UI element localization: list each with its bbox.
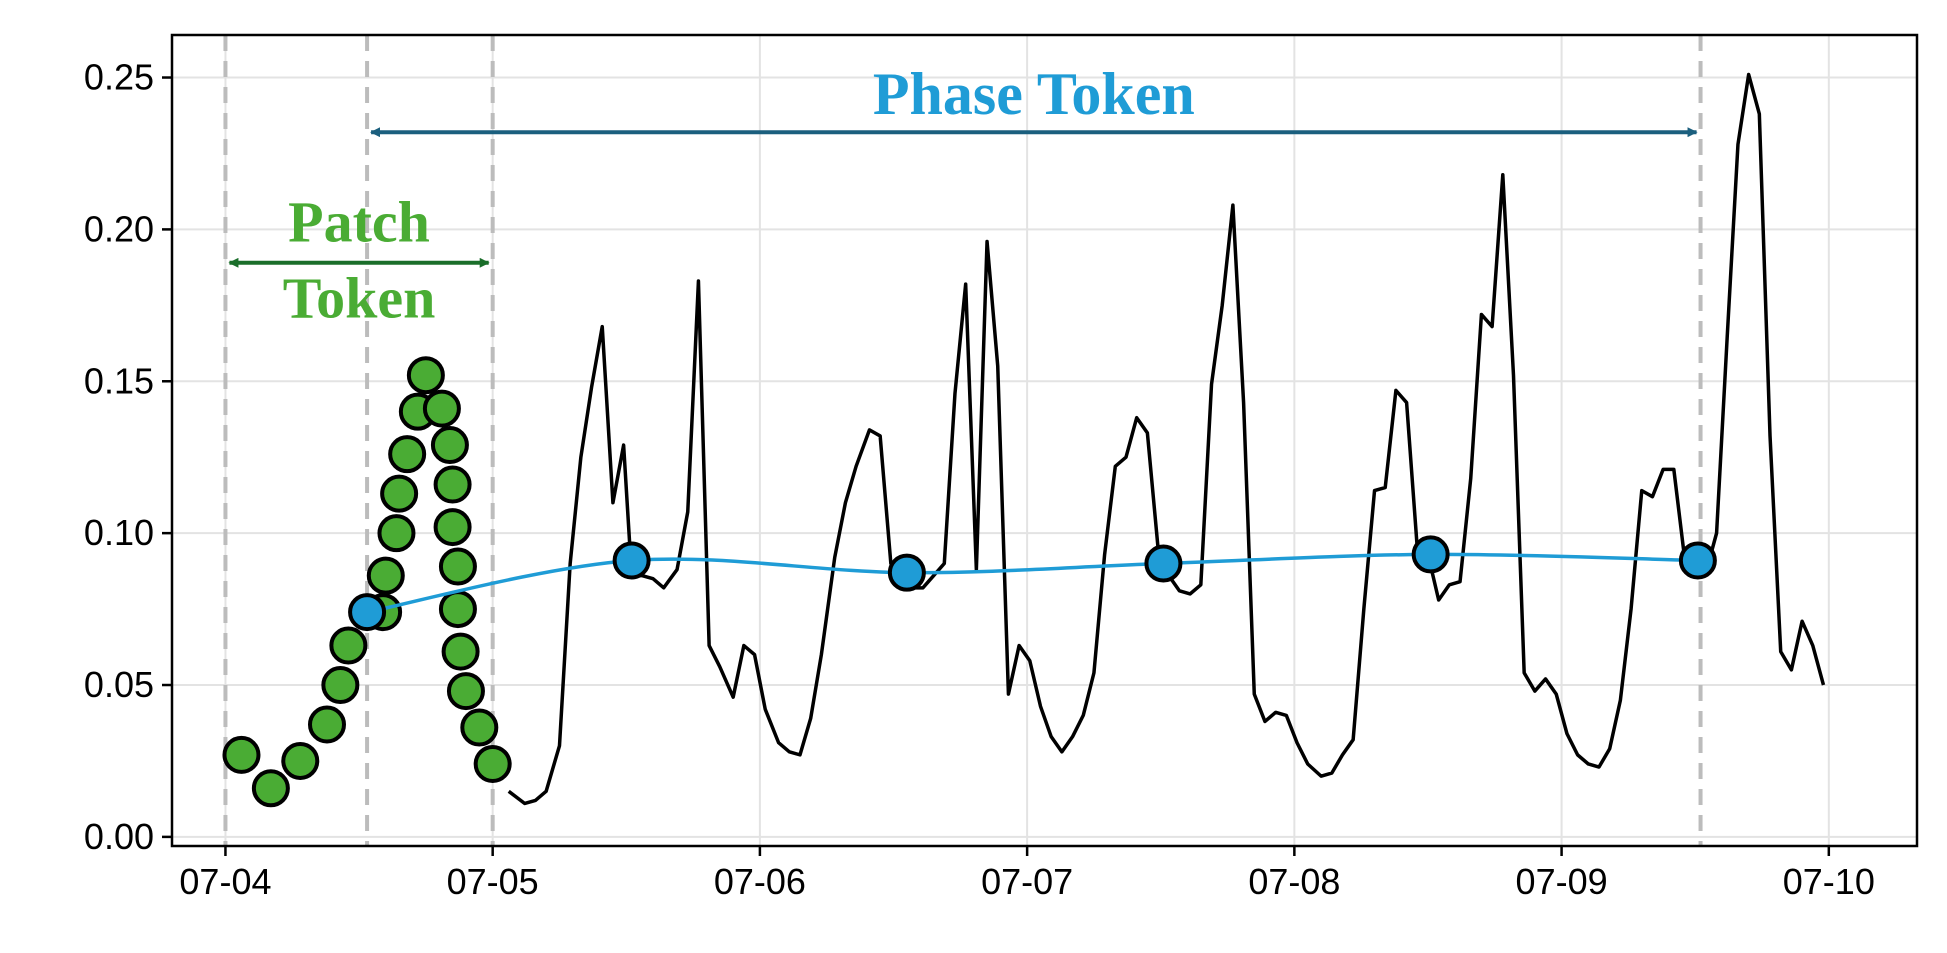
x-tick-label: 07-04 xyxy=(179,861,271,902)
phase-point xyxy=(1411,535,1450,574)
y-tick-label: 0.05 xyxy=(84,664,154,705)
grid xyxy=(172,35,1917,846)
x-axis: 07-04 07-05 07-06 07-07 07-08 07-09 07-10 xyxy=(179,846,1875,902)
patch-point xyxy=(430,426,469,465)
phase-token-label: Phase Token xyxy=(873,61,1195,127)
patch-point xyxy=(281,741,320,780)
y-tick-label: 0.15 xyxy=(84,360,154,401)
x-tick-label: 07-10 xyxy=(1783,861,1875,902)
x-tick-label: 07-09 xyxy=(1516,861,1608,902)
x-tick-label: 07-06 xyxy=(714,861,806,902)
patch-token-label-line1: Patch xyxy=(288,190,430,255)
patch-point xyxy=(441,632,480,671)
phase-point xyxy=(612,541,651,580)
patch-point xyxy=(307,705,346,744)
patch-point xyxy=(438,590,477,629)
phase-point xyxy=(1678,541,1717,580)
patch-point xyxy=(438,547,477,586)
x-tick-label: 07-05 xyxy=(447,861,539,902)
x-tick-label: 07-08 xyxy=(1248,861,1340,902)
plot-frame xyxy=(170,33,1919,848)
phase-point xyxy=(887,553,926,592)
x-tick-label: 07-07 xyxy=(981,861,1073,902)
patch-point xyxy=(446,672,485,711)
annotations: Patch Token Phase Token xyxy=(228,61,1698,330)
y-tick-label: 0.20 xyxy=(84,208,154,249)
patch-point xyxy=(422,389,461,428)
y-tick-label: 0.25 xyxy=(84,57,154,98)
patch-point xyxy=(406,356,445,395)
patch-point xyxy=(433,465,472,504)
phase-point xyxy=(348,593,387,632)
patch-point xyxy=(380,474,419,513)
patch-point xyxy=(433,508,472,547)
phase-point xyxy=(1144,544,1183,583)
patch-point xyxy=(251,769,290,808)
patch-point xyxy=(460,708,499,747)
plot-area xyxy=(222,72,1826,808)
patch-point xyxy=(473,744,512,783)
y-tick-label: 0.10 xyxy=(84,512,154,553)
patch-point xyxy=(321,666,360,705)
y-axis: 0.00 0.05 0.10 0.15 0.20 0.25 xyxy=(84,57,172,857)
series-line xyxy=(507,72,1826,806)
patch-point xyxy=(377,514,416,553)
patch-point xyxy=(366,556,405,595)
patch-token-label-line2: Token xyxy=(283,265,436,330)
patch-point xyxy=(222,735,261,774)
vertical-dashed-lines xyxy=(223,35,1703,846)
patch-point xyxy=(329,626,368,665)
y-tick-label: 0.00 xyxy=(84,816,154,857)
phase-trend-line xyxy=(366,552,1698,614)
patch-point xyxy=(388,435,427,474)
